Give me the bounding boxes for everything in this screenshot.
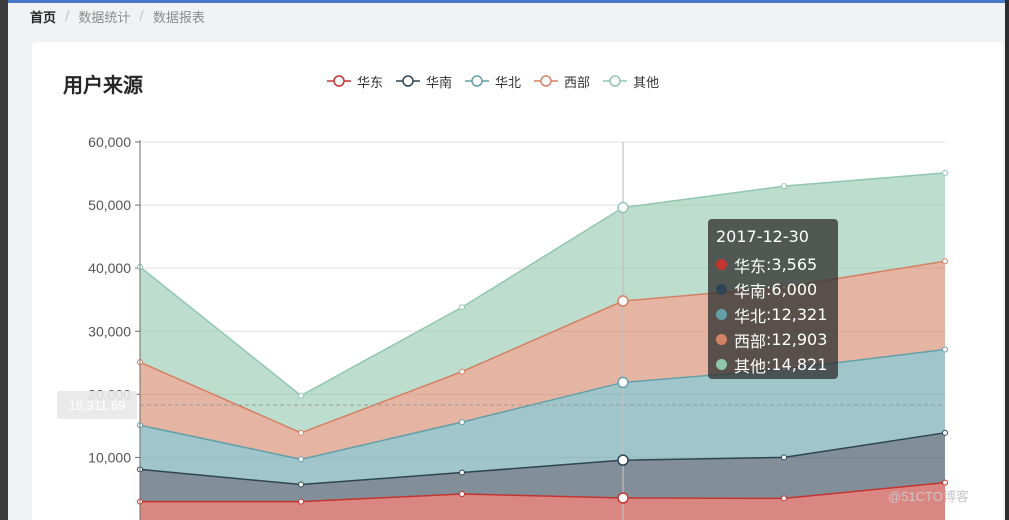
y-tick-label: 30,000 <box>88 323 131 339</box>
chart-legend: 华东 华南 华北 西部 其他 <box>326 72 659 91</box>
legend-item[interactable]: 华南 <box>395 72 452 91</box>
card-title: 用户来源 <box>63 73 143 97</box>
series-area[interactable] <box>140 432 945 502</box>
legend-swatch-icon <box>465 75 490 87</box>
series-point[interactable] <box>781 454 787 461</box>
series-line <box>140 481 946 503</box>
legend-item[interactable]: 其他 <box>602 72 659 91</box>
y-tick-label: 10,000 <box>88 449 131 465</box>
series-point[interactable] <box>942 258 948 265</box>
top-accent-line <box>8 0 1005 3</box>
breadcrumb-statistics[interactable]: 数据统计 <box>78 10 131 26</box>
breadcrumb-report: 数据报表 <box>152 10 205 26</box>
tooltip-row: 华南: 6,000 <box>716 277 830 302</box>
tooltip-title: 2017-12-30 <box>716 227 809 246</box>
series-point[interactable] <box>942 429 948 436</box>
y-tick-label: 50,000 <box>88 197 131 213</box>
series-point[interactable] <box>459 491 465 498</box>
tooltip-series-value: 12,321 <box>771 305 828 324</box>
legend-item[interactable]: 西部 <box>533 72 590 91</box>
legend-label: 华东 <box>357 75 384 91</box>
series-point[interactable] <box>781 183 787 190</box>
series-point[interactable] <box>617 295 629 307</box>
breadcrumb: 首页 / 数据统计 / 数据报表 <box>30 6 205 26</box>
legend-label: 其他 <box>633 75 660 91</box>
series-point[interactable] <box>298 392 304 399</box>
series-point[interactable] <box>298 429 304 436</box>
legend-swatch-icon <box>603 75 628 87</box>
legend-swatch-icon <box>396 75 421 87</box>
series-point[interactable] <box>781 495 787 502</box>
window-frame-left <box>0 0 8 520</box>
tooltip-series-name: 华东 <box>734 256 767 276</box>
series-point[interactable] <box>617 454 629 466</box>
series-area[interactable] <box>140 482 945 520</box>
legend-item[interactable]: 华北 <box>464 72 521 91</box>
legend-label: 西部 <box>564 75 591 91</box>
series-point[interactable] <box>617 201 629 214</box>
axis-pointer-label-bg <box>57 390 137 419</box>
series-point[interactable] <box>298 498 304 505</box>
legend-swatch-icon <box>534 75 559 87</box>
series-point[interactable] <box>459 304 465 311</box>
series-point[interactable] <box>298 481 304 488</box>
window-frame-right <box>1005 0 1009 520</box>
tooltip-series-value: 14,821 <box>771 355 828 374</box>
series-line <box>139 172 946 397</box>
tooltip-series-value: 6,000 <box>771 280 818 299</box>
tooltip-row: 华东: 3,565 <box>716 252 830 277</box>
series-point[interactable] <box>942 169 948 176</box>
series-line <box>139 432 946 486</box>
tooltip-series-name: 华北 <box>734 306 767 326</box>
series-point[interactable] <box>459 368 465 375</box>
series-point[interactable] <box>617 492 629 504</box>
series-point[interactable] <box>459 419 465 426</box>
series-point[interactable] <box>459 469 465 476</box>
tooltip-dot-icon <box>716 284 727 295</box>
tooltip-dot-icon <box>716 359 727 370</box>
tooltip-row: 西部: 12,903 <box>716 327 830 352</box>
watermark: @51CTO博客 <box>888 489 969 504</box>
chart-tooltip: 2017-12-30 华东: 3,565 华南: 6,000 华北: 12,321 西… <box>708 219 838 379</box>
tooltip-series-name: 西部 <box>734 331 767 351</box>
legend-label: 华北 <box>495 75 522 91</box>
tooltip-series-name: 其他 <box>734 356 767 376</box>
tooltip-series-name: 华南 <box>734 281 767 301</box>
y-tick-label: 40,000 <box>88 260 131 276</box>
legend-swatch-icon <box>327 75 351 87</box>
breadcrumb-separator: / <box>139 8 144 24</box>
y-tick-label: 60,000 <box>88 134 131 150</box>
tooltip-series-value: 3,565 <box>771 255 818 274</box>
series-point[interactable] <box>298 456 304 463</box>
tooltip-dot-icon <box>716 259 727 270</box>
tooltip-dot-icon <box>716 334 727 345</box>
axis-pointer-label: 18,311.69 <box>69 398 126 413</box>
series-point[interactable] <box>942 479 948 486</box>
tooltip-series-value: 12,903 <box>771 330 828 349</box>
tooltip-row: 其他: 14,821 <box>716 352 830 377</box>
series-point[interactable] <box>942 346 948 353</box>
tooltip-row: 华北: 12,321 <box>716 302 830 327</box>
legend-item[interactable]: 华东 <box>326 72 383 91</box>
breadcrumb-separator: / <box>65 8 70 24</box>
series-area[interactable] <box>140 349 945 485</box>
legend-label: 华南 <box>426 75 453 91</box>
breadcrumb-home[interactable]: 首页 <box>30 10 57 26</box>
series-point[interactable] <box>617 376 629 389</box>
tooltip-dot-icon <box>716 309 727 320</box>
